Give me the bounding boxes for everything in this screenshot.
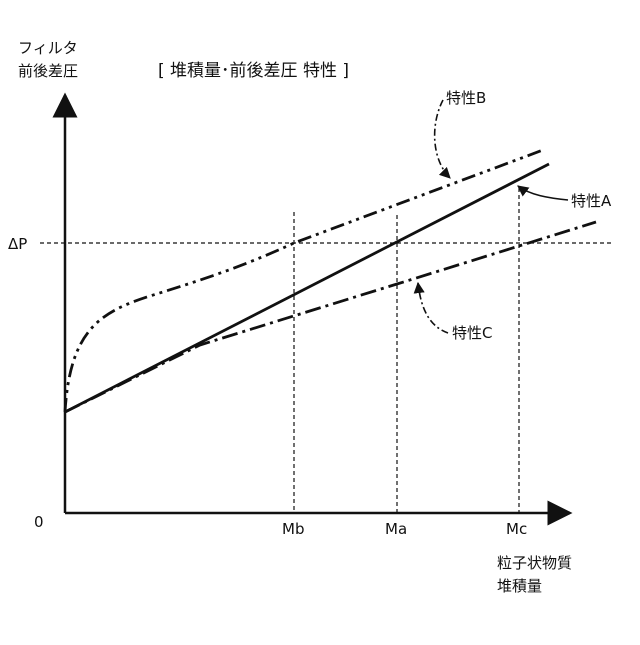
label-characteristic-c: 特性C: [452, 324, 492, 342]
tick-label-mb: Mb: [282, 520, 304, 538]
y-axis-label-line1: フィルタ: [18, 39, 78, 57]
x-axis-label-line2: 堆積量: [497, 577, 542, 595]
x-axis-label-line1: 粒子状物質: [497, 554, 572, 572]
figure-title: [ 堆積量･前後差圧 特性 ]: [158, 61, 349, 81]
curve-c: [65, 222, 596, 412]
tick-label-mc: Mc: [506, 520, 527, 538]
curve-b: [65, 150, 543, 412]
y-axis-label-line2: 前後差圧: [18, 62, 78, 80]
origin-label: 0: [34, 513, 44, 531]
label-characteristic-a: 特性A: [571, 192, 612, 210]
threshold-label: ΔP: [8, 235, 27, 253]
leader-c: [418, 283, 448, 333]
label-characteristic-b: 特性B: [446, 89, 486, 107]
leader-a: [518, 186, 568, 200]
leader-b: [435, 100, 450, 178]
tick-label-ma: Ma: [385, 520, 407, 538]
